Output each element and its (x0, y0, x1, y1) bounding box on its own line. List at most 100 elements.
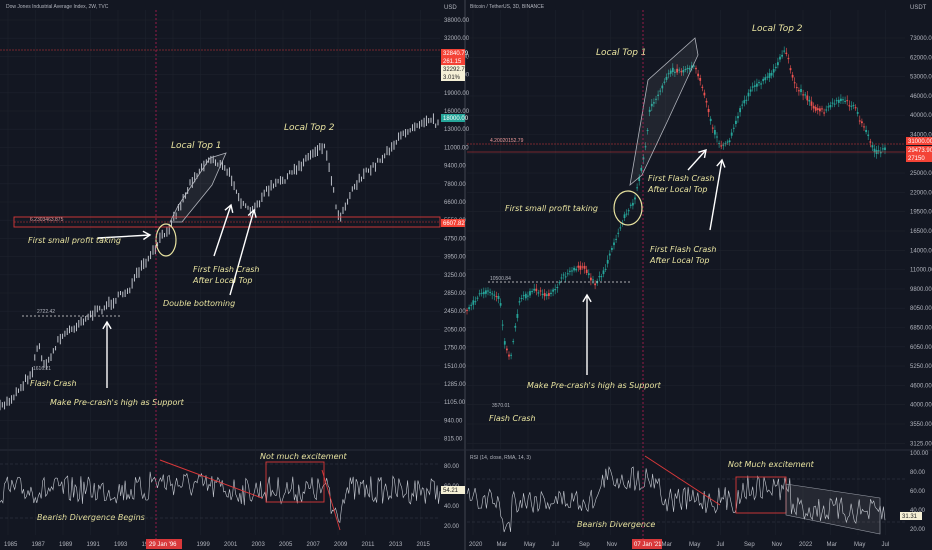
left-time-tick: 1991 (87, 542, 101, 548)
left-time-tick: 1987 (32, 542, 46, 548)
candle-body (592, 279, 594, 281)
candle-body (575, 268, 578, 271)
right-price-tick: 19500.00 (910, 210, 932, 216)
candle-body (678, 69, 681, 71)
right-first-profit-circle (613, 190, 643, 226)
left-price-badge: 32292.78 (443, 67, 469, 73)
candle-body (522, 295, 525, 297)
candle-body (478, 293, 481, 295)
candle-body (669, 70, 672, 74)
right-arrow-flash-b-head (716, 158, 726, 168)
right-currency: USDT (910, 5, 927, 11)
candle-body (602, 270, 605, 275)
right-date-badge: 07 Jan '21 (634, 542, 662, 548)
right-price-tick: 22000.00 (910, 190, 932, 196)
annotation-flash_a1: First Flash Crash (648, 174, 714, 183)
candle-body (493, 294, 496, 296)
annotation-bearish: Bearish Divergence Begins (37, 513, 145, 522)
left-time-tick: 2007 (307, 542, 321, 548)
right-arrow-flash-a-head (698, 148, 707, 158)
right-arrow-flash-a (687, 149, 707, 171)
candle-body (503, 341, 506, 345)
candle-body (640, 167, 643, 171)
candle-body (793, 82, 796, 84)
right-prev-high-label: 10500.84 (490, 276, 511, 282)
annotation-bearish: Bearish Divergence (577, 520, 655, 529)
candle-body (566, 273, 569, 275)
candle-body (711, 127, 714, 129)
left-time-tick: 1993 (114, 542, 128, 548)
left-price-tick: 1510.00 (444, 364, 466, 370)
left-rsi-box (265, 461, 325, 503)
candle-body (491, 293, 494, 295)
candle-body (802, 94, 804, 96)
candle-body (648, 109, 651, 112)
candle-body (852, 105, 855, 107)
candle-body (774, 66, 777, 69)
candle-body (756, 83, 758, 87)
left-arrow-support-head (102, 320, 112, 330)
right-rsi-tick: 40.00 (910, 508, 926, 514)
candle-body (753, 85, 756, 87)
annotation-double_bottom: Double bottoming (163, 299, 235, 308)
left-arrow-double-head (247, 208, 257, 218)
candle-body (543, 293, 546, 297)
left-price-tick: 2850.00 (444, 291, 466, 297)
right-rsi-channel (785, 483, 881, 535)
annotation-first_profit: First small profit taking (28, 236, 121, 245)
left-date-badge: 29 Jan '96 (149, 542, 177, 548)
left-rsi-line (0, 471, 441, 524)
annotation-flash_a2: After Local Top (647, 185, 707, 194)
left-price-tick: 1750.00 (444, 346, 466, 352)
left-arrow-profit (97, 234, 151, 239)
candle-body (791, 74, 794, 78)
candle-body (768, 73, 771, 78)
right-time-tick: May (689, 542, 700, 548)
candle-body (611, 248, 613, 250)
candle-body (861, 121, 863, 124)
right-price-tick: 25000.00 (910, 171, 932, 177)
candle-body (884, 147, 886, 150)
right-price-tick: 9800.00 (910, 287, 932, 293)
left-arrow-double (229, 209, 255, 296)
right-arrow-flash-b (709, 159, 723, 231)
left-price-tick: 38000.00 (444, 18, 470, 24)
right-time-tick: May (524, 542, 535, 548)
candle-body (619, 227, 622, 229)
candle-body (655, 98, 657, 100)
candle-body (632, 202, 634, 206)
left-rsi-divergence-line (159, 459, 263, 499)
annotation-flash_b1: First Flash Crash (650, 245, 716, 254)
candle-body (579, 265, 582, 270)
right-time-tick: Jul (717, 542, 725, 548)
candle-body (665, 76, 668, 80)
candle-body (625, 213, 628, 215)
candle-body (722, 144, 725, 146)
candle-body (661, 85, 664, 89)
candle-body (577, 265, 580, 268)
candle-body (646, 130, 649, 131)
left-date-badge-bg (146, 539, 182, 549)
candle-body (833, 103, 836, 105)
candle-body (518, 301, 521, 303)
candle-body (714, 130, 716, 135)
candle-body (541, 293, 544, 295)
candle-body (772, 69, 775, 73)
annotation-first_profit: First small profit taking (505, 204, 598, 213)
right-price-tick: 46000.00 (910, 94, 932, 100)
left-rsi-tick: 20.00 (444, 524, 460, 530)
candle-body (562, 274, 565, 276)
candle-body (598, 276, 601, 278)
candle-body (474, 301, 477, 303)
right-price-badge-bg (906, 146, 932, 154)
left-price-badge-bg (441, 73, 465, 81)
annotation-flash_b2: After Local Top (649, 256, 709, 265)
candle-body (810, 101, 813, 106)
right-price-badge-bg (906, 154, 932, 162)
right-time-tick: 2022 (799, 542, 813, 548)
annotation-local_top_2: Local Top 2 (284, 123, 335, 133)
candle-body (680, 71, 683, 73)
right-rsi-divergence-line (644, 455, 721, 506)
right-price-tick: 6050.00 (910, 345, 932, 351)
candle-body (623, 214, 626, 218)
